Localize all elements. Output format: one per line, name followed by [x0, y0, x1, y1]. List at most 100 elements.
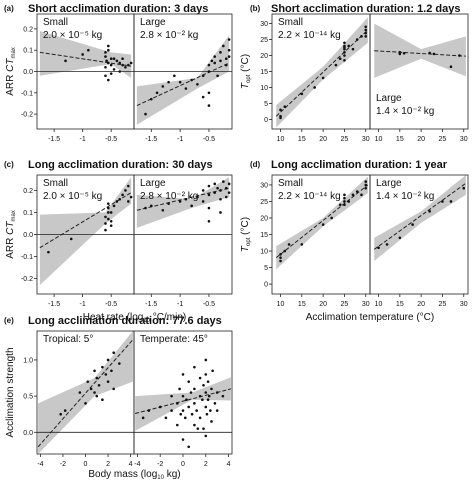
panel-title-c: Long acclimation duration: 30 days	[28, 159, 213, 171]
data-point	[207, 193, 211, 197]
facet-d-1	[275, 176, 369, 270]
data-point	[351, 193, 355, 197]
data-point	[106, 358, 110, 362]
data-point	[215, 391, 219, 394]
data-point	[449, 200, 453, 203]
y-axis-label-e: Acclimation strength	[5, 347, 16, 437]
facet-label-e-1: Tropical: 5°	[43, 334, 93, 345]
data-point	[300, 243, 304, 246]
x-axis-label-c: Heat rate (log10 °C/min)	[83, 312, 187, 324]
facet-mass-d-2: 1.4 × 10⁻² kg	[376, 191, 434, 202]
x-tick-label: 25	[439, 136, 447, 143]
y-tick-label: 0.1	[23, 48, 33, 55]
data-point	[377, 246, 380, 250]
data-point	[193, 402, 196, 405]
x-tick-label: 20	[417, 136, 425, 143]
data-point	[205, 412, 209, 416]
x-tick-label: -0.5	[105, 301, 117, 308]
fit-line	[135, 388, 231, 414]
y-tick-label: 10	[260, 249, 268, 256]
data-point	[112, 387, 115, 391]
x-tick-label: 0	[84, 461, 88, 468]
data-point	[78, 391, 82, 394]
data-point	[441, 200, 444, 203]
data-point	[300, 92, 304, 96]
data-point	[287, 243, 291, 246]
x-tick-label: 20	[319, 301, 327, 308]
data-point	[104, 51, 107, 54]
data-point	[213, 55, 217, 58]
panel-letter-b: (b)	[250, 4, 261, 13]
data-point	[126, 200, 130, 203]
data-point	[207, 70, 211, 73]
facet-label-c-1: Small	[43, 178, 68, 189]
data-point	[104, 373, 108, 376]
x-tick-label: -1.5	[48, 136, 60, 143]
data-point	[121, 57, 124, 61]
facet-label-b-1: Small	[278, 17, 303, 28]
x-tick-label: 20	[319, 136, 327, 143]
data-point	[201, 398, 204, 402]
data-point	[213, 402, 217, 405]
data-point	[173, 74, 176, 78]
data-point	[93, 391, 96, 394]
data-point	[343, 44, 346, 48]
x-tick-label: 4	[129, 461, 133, 468]
data-point	[89, 387, 93, 391]
data-point	[126, 184, 130, 188]
confidence-band	[136, 177, 230, 228]
data-point	[144, 112, 147, 116]
facet-b-1	[275, 17, 369, 128]
data-point	[398, 51, 402, 54]
data-point	[227, 191, 231, 194]
data-point	[64, 59, 67, 63]
data-point	[104, 55, 107, 58]
panel-title-a: Short acclimation duration: 3 days	[28, 3, 208, 15]
y-tick-label: -0.2	[21, 276, 33, 283]
data-point	[343, 196, 346, 200]
data-point	[219, 197, 222, 201]
data-point	[221, 394, 225, 398]
facet-frame	[369, 174, 469, 295]
data-point	[398, 236, 402, 240]
data-point	[144, 206, 147, 210]
data-point	[207, 394, 211, 398]
data-point	[313, 86, 316, 89]
panel-title-d: Long acclimation duration: 1 year	[271, 159, 448, 171]
y-axis-label-d: Topt (°C)	[240, 217, 252, 252]
data-point	[129, 61, 133, 65]
x-tick-label: -2	[60, 461, 66, 468]
data-point	[224, 195, 228, 199]
y-tick-label: 1.0	[23, 357, 33, 364]
x-axis-label-e: Body mass (log10 kg)	[88, 469, 180, 479]
data-point	[207, 91, 211, 95]
x-tick-label: 20	[417, 301, 425, 308]
data-point	[402, 51, 406, 55]
data-point	[185, 398, 188, 402]
data-point	[104, 222, 107, 225]
data-point	[227, 182, 231, 186]
data-point	[283, 249, 287, 253]
fit-line	[136, 62, 230, 107]
data-point	[183, 416, 187, 420]
x-tick-label: -0.5	[203, 301, 215, 308]
y-tick-label: 0	[264, 117, 268, 124]
data-point	[279, 253, 282, 256]
facet-label-c-2: Large	[140, 178, 166, 189]
data-point	[202, 427, 205, 430]
y-tick-label: 10	[260, 85, 268, 92]
data-point	[184, 87, 188, 90]
y-tick-label: 30	[260, 182, 268, 189]
y-tick-label: 0.0	[23, 430, 33, 437]
y-tick-label: 5	[264, 101, 268, 108]
y-axis-label-c: ARR CTmax	[5, 210, 17, 259]
facet-e-1	[37, 331, 134, 454]
x-tick-label: -1	[80, 136, 86, 143]
data-point	[355, 190, 359, 193]
data-point	[193, 423, 196, 427]
x-tick-label: 30	[460, 301, 468, 308]
data-point	[279, 256, 282, 259]
data-point	[167, 202, 170, 205]
data-point	[219, 211, 222, 214]
